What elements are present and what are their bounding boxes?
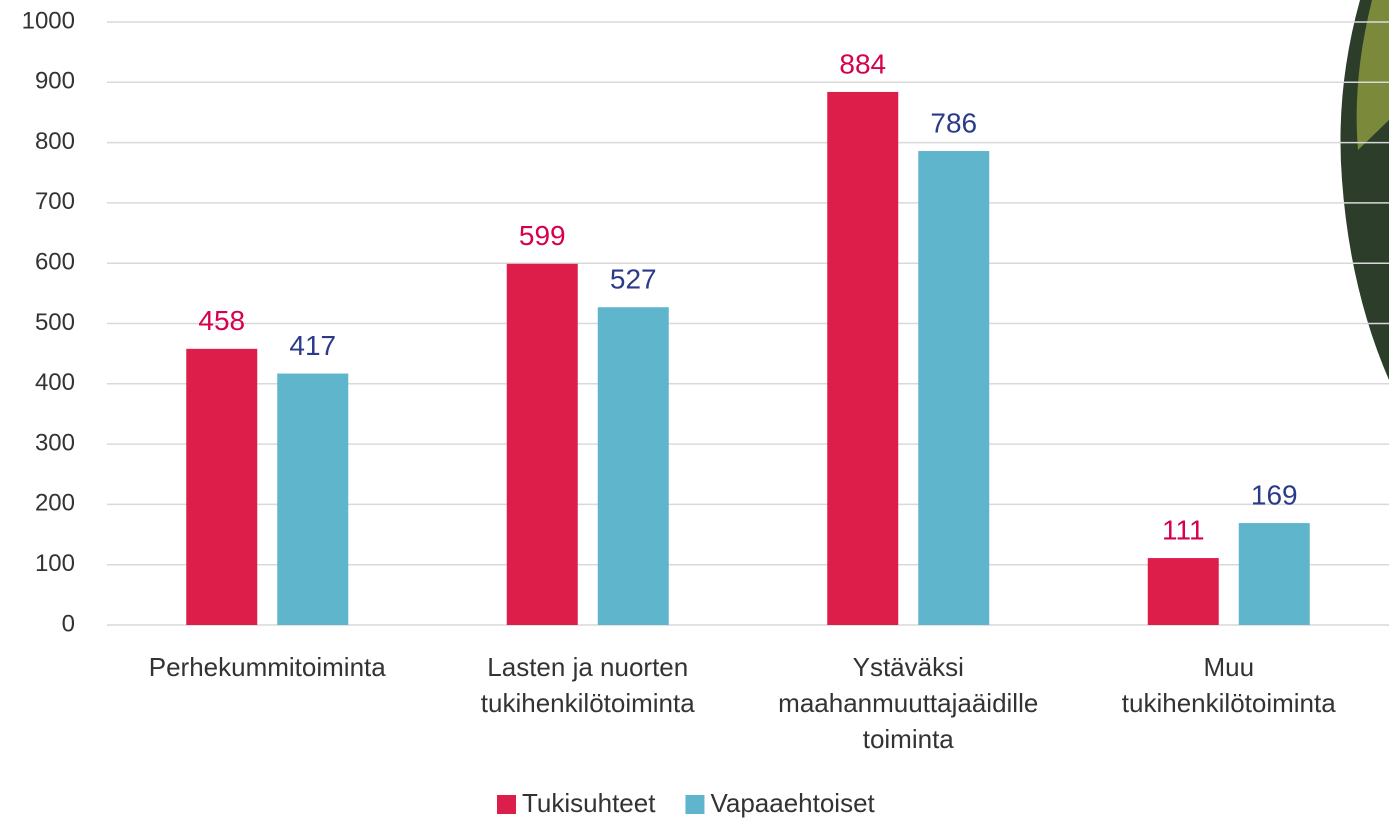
y-tick-label: 400 [35,369,75,396]
value-label: 417 [289,330,336,361]
y-tick-label: 900 [35,68,75,95]
legend-swatch [685,795,704,814]
value-label: 599 [519,220,566,251]
x-tick-label: Lasten ja nuorten tukihenkilötoiminta [453,649,723,721]
y-tick-label: 800 [35,128,75,155]
bar [277,374,348,625]
bar [1148,558,1219,625]
bar [507,264,578,625]
y-tick-label: 0 [62,610,75,637]
value-label: 884 [839,48,886,79]
value-label: 527 [610,264,657,295]
legend-swatch [497,795,516,814]
bar [186,349,257,625]
value-label: 111 [1162,514,1205,545]
x-tick-label: Ystäväksi maahanmuuttajaäidille toiminta [773,649,1043,757]
bar [827,92,898,625]
page: 0 100 200 300 400 500 600 700 800 900 1000 458 417 59… [0,0,1389,822]
bar [918,151,989,625]
y-tick-label: 1000 [22,7,75,34]
x-tick-label: Muu tukihenkilötoiminta [1094,649,1364,721]
y-tick-label: 600 [35,249,75,276]
y-tick-label: 100 [35,550,75,577]
legend-label: Tukisuhteet [522,788,656,818]
bar [1239,523,1310,625]
y-tick-label: 200 [35,490,75,517]
y-tick-label: 300 [35,429,75,456]
legend-label: Vapaaehtoiset [710,788,875,818]
value-label: 458 [198,305,245,336]
y-tick-label: 700 [35,188,75,215]
x-tick-label: Perhekummitoiminta [132,649,402,685]
bar [598,307,669,625]
value-label: 786 [930,107,977,138]
y-tick-label: 500 [35,309,75,336]
value-label: 169 [1251,479,1298,510]
